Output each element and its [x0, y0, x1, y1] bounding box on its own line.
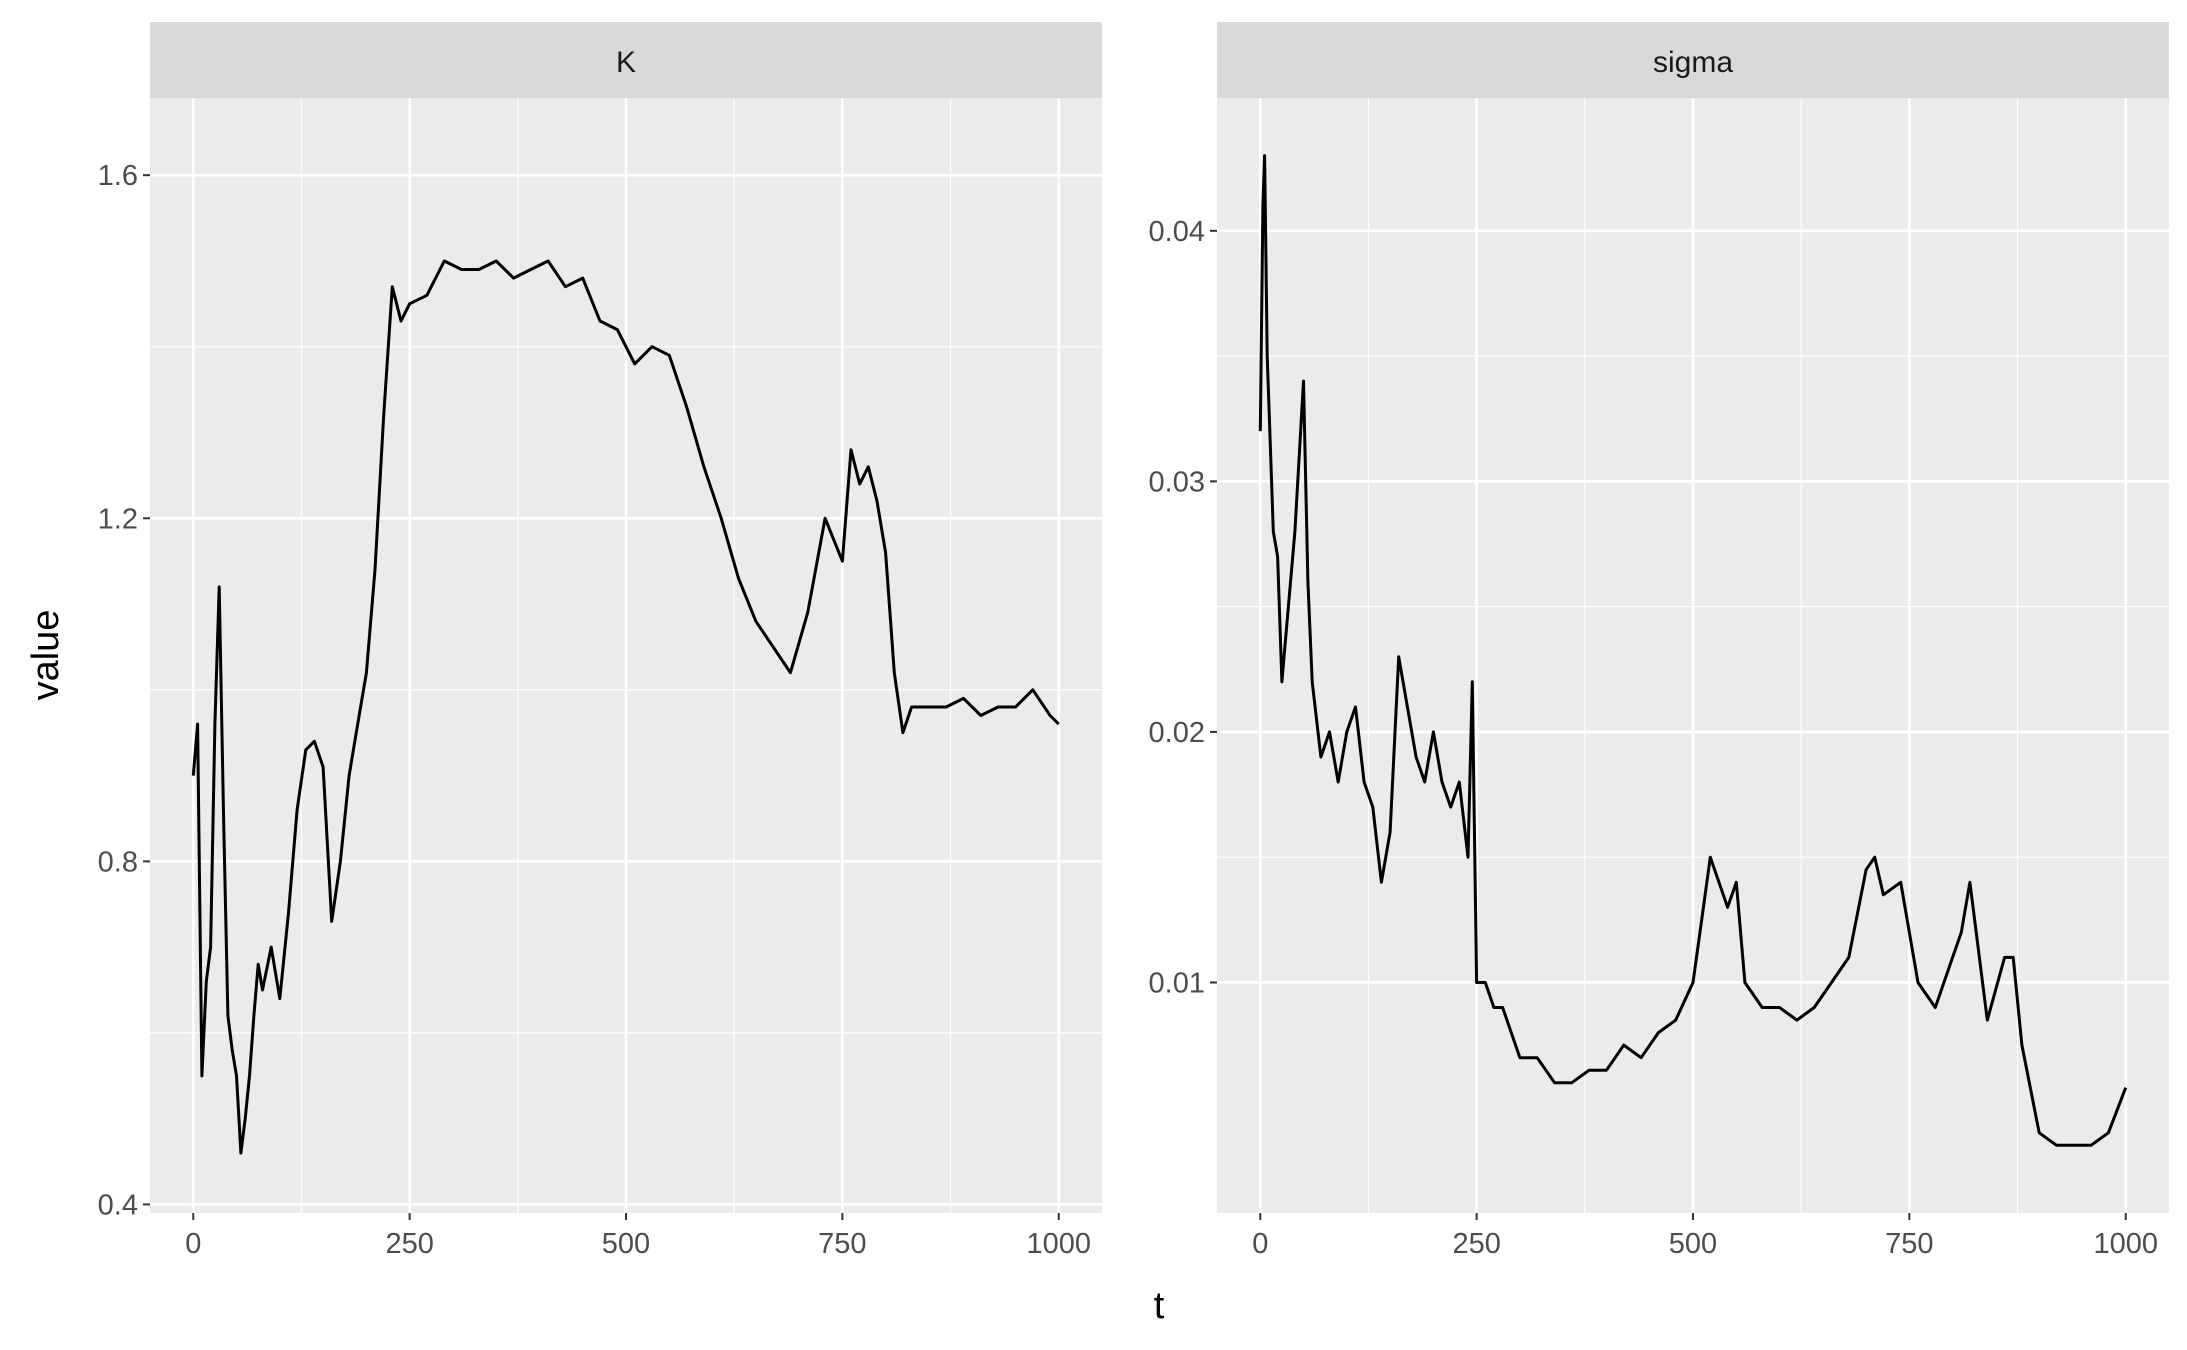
y-tick-label: 0.04 [1149, 216, 1205, 248]
y-tick-label: 0.8 [98, 846, 138, 878]
x-axis-title: t [1154, 1285, 1165, 1327]
x-tick-label: 250 [1452, 1228, 1500, 1260]
x-tick-label: 0 [185, 1228, 201, 1260]
y-axis-title: value [25, 610, 67, 701]
facet-panel-sigma: sigma 0.01 0.02 0.03 0.04 0 250 500 750 1000 [1149, 22, 2169, 1260]
x-tick-label: 500 [602, 1228, 650, 1260]
series-line-k [191, 259, 1060, 1155]
y-tick-label: 0.02 [1149, 717, 1205, 749]
y-axis-k: 0.4 0.8 1.2 1.6 [98, 160, 150, 1221]
y-tick-label: 1.6 [98, 160, 138, 192]
x-axis-k: 0 250 500 750 1000 [185, 1213, 1091, 1260]
facet-label-k: K [616, 46, 636, 79]
x-tick-label: 750 [818, 1228, 866, 1260]
y-tick-label: 0.01 [1149, 967, 1205, 999]
x-tick-label: 0 [1252, 1228, 1268, 1260]
facet-panel-k: K 0.4 0.8 1.2 1.6 0 250 500 750 1000 [98, 22, 1102, 1260]
facet-label-sigma: sigma [1653, 46, 1733, 79]
facet-strip-sigma [1217, 22, 2169, 98]
y-axis-sigma: 0.01 0.02 0.03 0.04 [1149, 216, 1217, 999]
y-tick-label: 1.2 [98, 503, 138, 535]
x-tick-label: 1000 [1026, 1228, 1091, 1260]
y-tick-label: 0.4 [98, 1189, 138, 1221]
facet-strip-k [150, 22, 1102, 98]
series-k [191, 259, 1060, 1155]
x-tick-label: 750 [1885, 1228, 1933, 1260]
x-tick-label: 250 [385, 1228, 433, 1260]
series-line-sigma [1258, 154, 2128, 1147]
x-axis-sigma: 0 250 500 750 1000 [1252, 1213, 2158, 1260]
x-tick-label: 1000 [2093, 1228, 2158, 1260]
series-sigma [1258, 154, 2128, 1147]
x-tick-label: 500 [1669, 1228, 1717, 1260]
y-tick-label: 0.03 [1149, 466, 1205, 498]
